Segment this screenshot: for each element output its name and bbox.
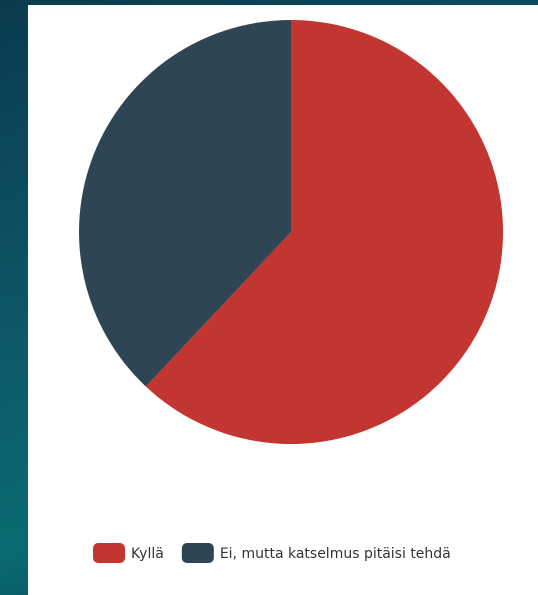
legend-label: Kyllä (131, 546, 164, 562)
legend-swatch (181, 543, 214, 563)
pie-slice (79, 20, 292, 387)
legend-swatch (93, 543, 125, 563)
legend-label: Ei, mutta katselmus pitäisi tehdä (220, 546, 451, 562)
pie-slice (145, 20, 503, 444)
